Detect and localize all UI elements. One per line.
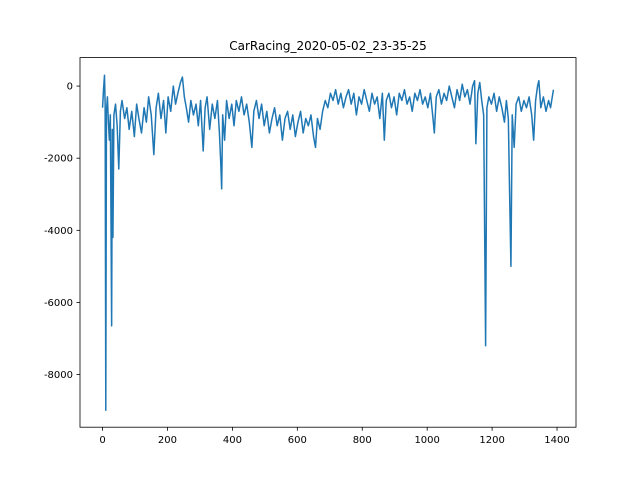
x-tick-label: 200 [158,435,177,446]
plot-area [101,74,555,411]
line-series [101,74,555,411]
y-tick-label: -4000 [44,226,73,237]
x-tick-label: 400 [223,435,242,446]
y-tick-label: -8000 [44,370,73,381]
chart-title: CarRacing_2020-05-02_23-35-25 [229,39,426,53]
x-tick-label: 0 [99,435,105,446]
x-tick-label: 800 [353,435,372,446]
y-tick-label: -6000 [44,298,73,309]
x-tick-label: 600 [288,435,307,446]
axes-frame [79,57,577,428]
x-tick-label: 1200 [479,435,504,446]
y-tick-label: -2000 [44,154,73,165]
x-tick-label: 1400 [544,435,569,446]
x-tick-label: 1000 [414,435,439,446]
y-tick-label: 0 [67,82,73,93]
